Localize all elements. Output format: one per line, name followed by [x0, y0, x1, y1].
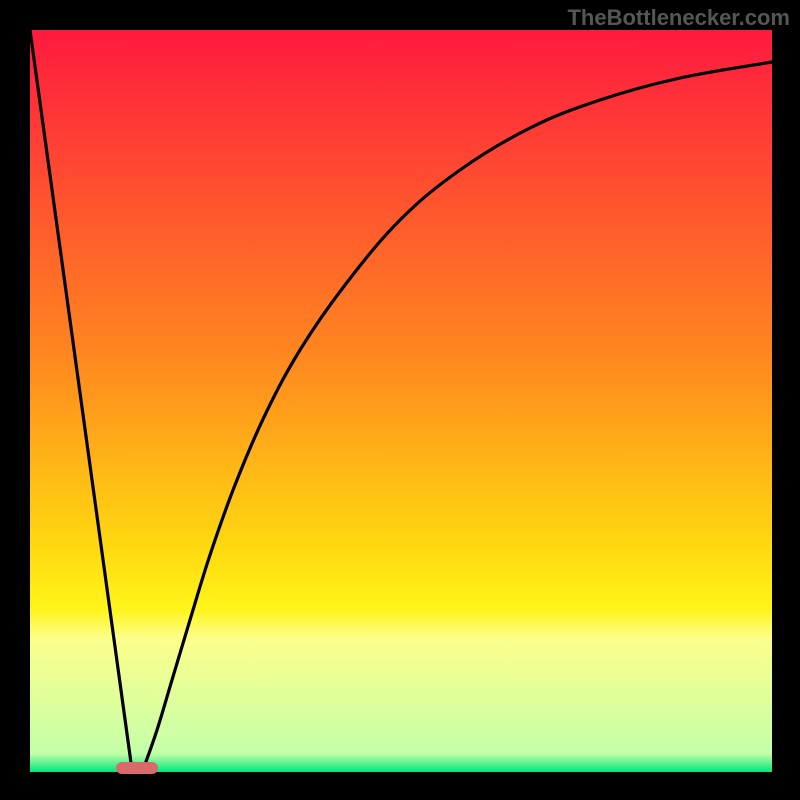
chart-container: TheBottlenecker.com	[0, 0, 800, 800]
optimum-marker	[116, 762, 158, 774]
curve-path	[30, 30, 772, 770]
bottleneck-curve	[0, 0, 800, 800]
